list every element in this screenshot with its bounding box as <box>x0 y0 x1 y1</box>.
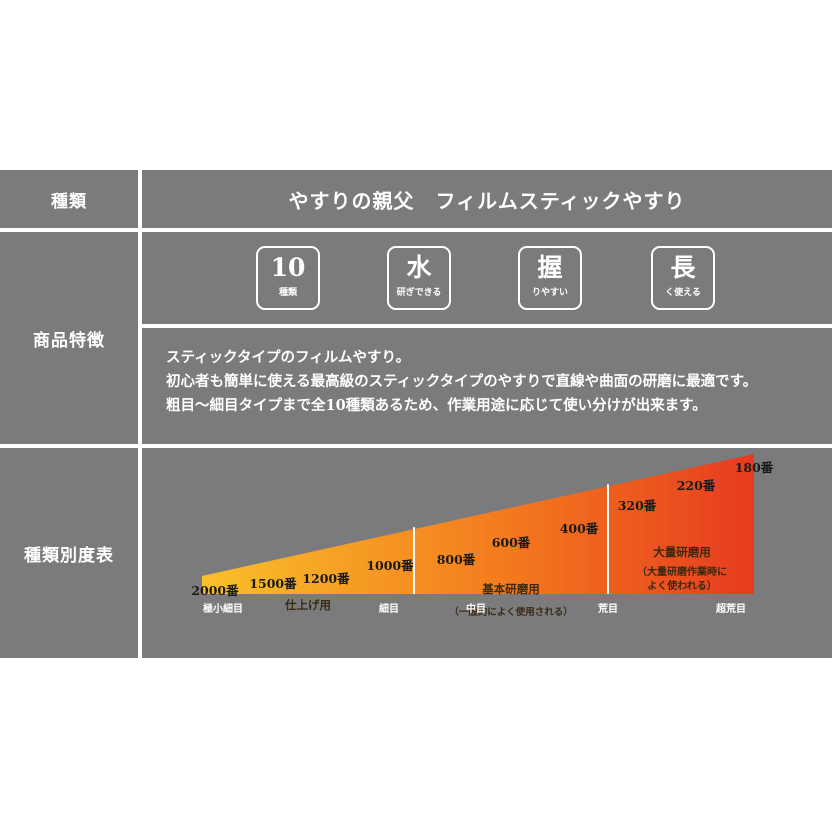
product-name: やすりの親父 フィルムスティックやすり <box>288 188 686 213</box>
grit-ramp <box>202 454 754 594</box>
grit-label: 1000番 <box>366 558 414 573</box>
feature-description-cell: スティックタイプのフィルムやすり。 初心者も簡単に使える最高級のスティックタイプ… <box>142 328 832 444</box>
grit-chart-cell: 仕上げ用 基本研磨用 （一般的によく使用される） 大量研磨用 （大量研磨作業時に よく使わ… <box>142 448 832 658</box>
grit-table-row-label: 種類別度表 <box>0 448 138 658</box>
grit-label: 220番 <box>677 478 716 493</box>
grit-table-label-text: 種類別度表 <box>24 545 114 566</box>
grit-label: 320番 <box>618 498 657 513</box>
description-line: 粗目～細目タイプまで全10種類あるため、作業用途に応じて使い分けが出来ます。 <box>166 397 707 414</box>
grit-label: 800番 <box>437 552 476 567</box>
badge-glyph: 10 <box>270 253 306 282</box>
badge-caption: 研ぎできる <box>396 288 442 298</box>
coarseness-axis-label: 細目 <box>379 602 399 615</box>
badge-glyph: 水 <box>406 253 432 282</box>
segment-label: 仕上げ用 <box>284 598 331 612</box>
segment-label: 基本研磨用 <box>481 582 540 596</box>
badge-glyph: 握 <box>537 253 563 282</box>
grit-label: 180番 <box>735 460 774 475</box>
grit-chart: 仕上げ用 基本研磨用 （一般的によく使用される） 大量研磨用 （大量研磨作業時によく使わ… <box>191 454 774 618</box>
badge-water-sanding: 水 研ぎできる <box>387 246 451 310</box>
coarseness-axis-label: 超荒目 <box>715 602 746 615</box>
type-row-value: やすりの親父 フィルムスティックやすり <box>142 170 832 228</box>
segment-label: 大量研磨用 <box>653 545 711 559</box>
badge-glyph: 長 <box>670 253 696 282</box>
grit-label: 2000番 <box>191 583 239 598</box>
grit-label: 400番 <box>560 521 599 536</box>
features-label-text: 商品特徴 <box>33 330 105 351</box>
features-row-label: 商品特徴 <box>0 232 138 444</box>
grit-label: 600番 <box>492 535 531 550</box>
badge-ten-types: 10 種類 <box>256 246 320 310</box>
grit-label: 1200番 <box>302 571 350 586</box>
badge-easy-grip: 握 りやすい <box>518 246 582 310</box>
badge-long-lasting: 長 く使える <box>651 246 715 310</box>
segment-note: （大量研磨作業時に <box>637 565 727 578</box>
feature-badges-cell: 10 種類 水 研ぎできる 握 りやすい 長 く使える <box>142 232 832 324</box>
segment-note: よく使われる） <box>647 579 717 592</box>
coarseness-axis-label: 極小細目 <box>203 602 243 615</box>
badge-caption: 種類 <box>278 288 297 298</box>
coarseness-axis-label: 中目 <box>466 602 486 615</box>
type-row-label: 種類 <box>0 170 138 228</box>
grit-label: 1500番 <box>249 576 297 591</box>
type-label-text: 種類 <box>51 191 87 212</box>
description-line: 初心者も簡単に使える最高級のスティックタイプのやすりで直線や曲面の研磨に最適です… <box>166 373 758 390</box>
segment-note: （一般的によく使用される） <box>449 606 573 618</box>
product-spec-table: 種類 やすりの親父 フィルムスティックやすり 商品特徴 10 種類 水 研ぎでき… <box>0 170 832 658</box>
description-line: スティックタイプのフィルムやすり。 <box>166 349 411 366</box>
coarseness-axis-label: 荒目 <box>597 602 618 615</box>
badge-caption: く使える <box>665 288 701 298</box>
badge-caption: りやすい <box>531 288 568 298</box>
